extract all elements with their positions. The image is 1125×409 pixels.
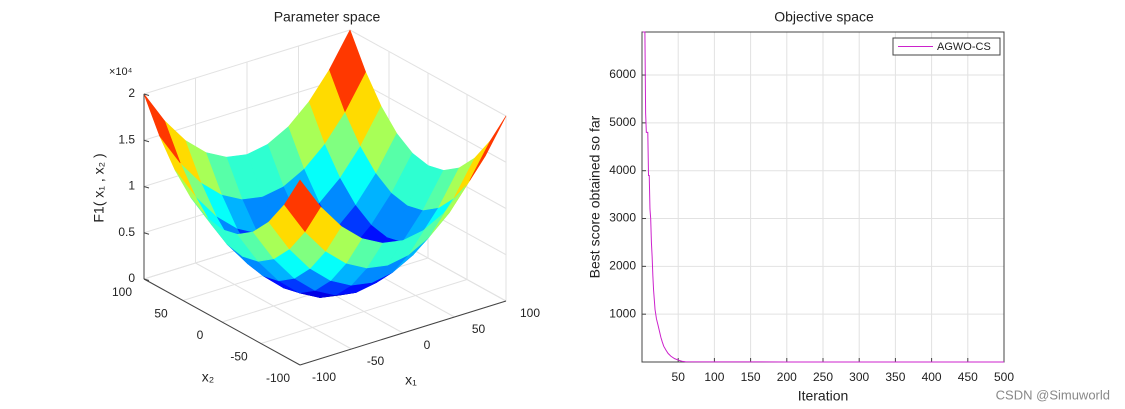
x-tick-label: 300 [849,370,869,384]
x-axis-label: x₁ [405,372,417,388]
x-tick-label: 150 [741,370,761,384]
surface-patch [143,93,181,164]
z-multiplier: ×10⁴ [109,66,133,78]
x-tick-label: 250 [813,370,833,384]
x-tick-label: -100 [312,370,336,384]
axis-line [143,278,301,366]
surface-patch [469,115,507,181]
z-tick-label: 1 [128,179,135,193]
y-tick-label: -50 [230,350,248,364]
x-tick-label: -50 [367,354,385,368]
chart-title: Objective space [774,9,874,25]
x-tick-label: 50 [672,370,686,384]
grid-line [260,279,468,344]
series-line [642,31,1005,363]
x-tick-label: 0 [424,338,431,352]
surface-patch [284,179,321,232]
y-axis-label: x₂ [202,369,214,385]
y-tick-label: 4000 [609,163,636,177]
y-tick-label: 5000 [609,115,636,129]
y-tick-label: 6000 [609,67,636,81]
watermark: CSDN @Simuworld [996,387,1110,402]
tick-mark [143,186,150,189]
y-axis-label: Best score obtained so far [587,115,603,278]
x-axis-label: Iteration [798,388,849,404]
y-tick-label: 3000 [609,211,636,225]
x-tick-label: 100 [704,370,724,384]
y-tick-label: 1000 [609,306,636,320]
y-tick-label: 2000 [609,259,636,273]
tick-mark [143,232,150,235]
x-tick-label: 350 [885,370,905,384]
z-tick-label: 0.5 [118,225,135,239]
y-tick-label: 50 [154,307,168,321]
z-tick-label: 2 [128,86,135,100]
surface-patch [329,29,366,112]
x-tick-label: 50 [472,322,486,336]
y-tick-label: 100 [112,285,132,299]
z-tick-label: 1.5 [118,132,135,146]
x-tick-label: 500 [994,370,1014,384]
legend-label: AGWO-CS [937,41,991,53]
x-tick-label: 450 [958,370,978,384]
z-axis-label: F1( x₁ , x₂ ) [91,153,107,222]
x-tick-label: 100 [520,306,540,320]
tick-mark [143,278,150,281]
legend-box [892,37,1001,56]
x-tick-label: 200 [777,370,797,384]
x-tick-label: 400 [922,370,942,384]
axis-line [299,300,507,366]
chart-title: Parameter space [274,9,381,25]
z-tick-label: 0 [128,271,135,285]
y-tick-label: -100 [266,371,290,385]
tick-mark [143,139,150,143]
tick-mark [143,93,150,96]
y-tick-label: 0 [197,328,204,342]
